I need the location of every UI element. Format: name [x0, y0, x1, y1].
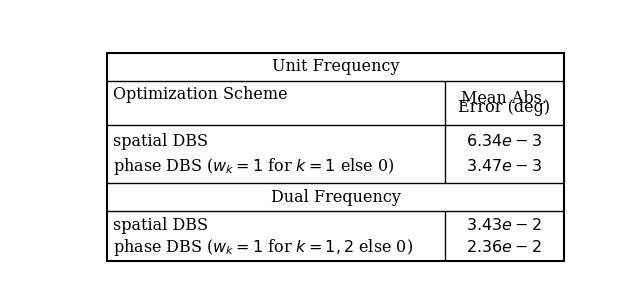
Text: spatial DBS: spatial DBS	[113, 133, 208, 150]
Text: $6.34e - 3$: $6.34e - 3$	[466, 133, 542, 150]
Text: spatial DBS: spatial DBS	[113, 217, 208, 234]
Text: Error (deg): Error (deg)	[458, 99, 550, 116]
Bar	[108, 53, 564, 261]
Text: Mean Abs.: Mean Abs.	[461, 90, 547, 107]
Text: Optimization Scheme: Optimization Scheme	[113, 86, 288, 103]
Text: Dual Frequency: Dual Frequency	[271, 189, 401, 206]
Text: Unit Frequency: Unit Frequency	[272, 58, 399, 75]
Text: phase DBS ($w_k = 1$ for $k = 1, 2$ else 0): phase DBS ($w_k = 1$ for $k = 1, 2$ else…	[113, 237, 413, 258]
Text: $2.36e - 2$: $2.36e - 2$	[467, 239, 542, 256]
Text: $3.43e - 2$: $3.43e - 2$	[467, 217, 542, 234]
Text: $3.47e - 3$: $3.47e - 3$	[466, 158, 542, 175]
Text: phase DBS ($w_k = 1$ for $k = 1$ else 0): phase DBS ($w_k = 1$ for $k = 1$ else 0)	[113, 156, 395, 177]
